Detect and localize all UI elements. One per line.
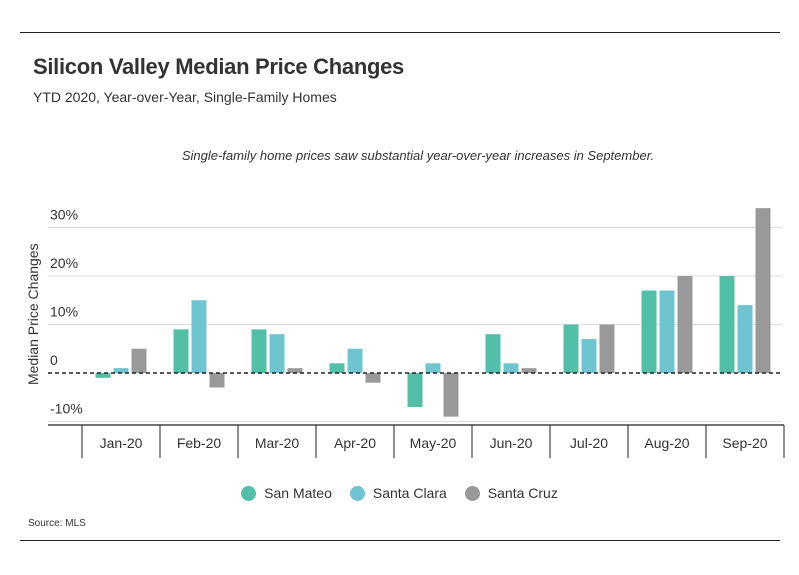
y-tick-label: 0: [50, 352, 58, 368]
x-tick-label: Mar-20: [255, 435, 300, 451]
bar-santa-clara-aug-20: [659, 290, 675, 373]
bar-san-mateo-mar-20: [251, 329, 267, 373]
x-tick-label: May-20: [410, 435, 457, 451]
legend-label-san-mateo: San Mateo: [264, 485, 332, 501]
bar-san-mateo-apr-20: [329, 363, 345, 373]
x-tick-label: Jul-20: [570, 435, 608, 451]
x-tick-label: Jun-20: [490, 435, 533, 451]
bar-san-mateo-jul-20: [563, 324, 579, 373]
bar-santa-clara-feb-20: [191, 300, 207, 373]
bar-santa-clara-apr-20: [347, 348, 363, 373]
bar-san-mateo-jun-20: [485, 334, 501, 373]
bar-santa-clara-mar-20: [269, 334, 285, 373]
x-tick-label: Sep-20: [722, 435, 767, 451]
bar-san-mateo-may-20: [407, 373, 423, 407]
top-rule: [20, 32, 780, 33]
bar-san-mateo-jan-20: [95, 373, 111, 378]
bar-santa-cruz-jul-20: [599, 324, 615, 373]
bar-san-mateo-sep-20: [719, 276, 735, 373]
bar-san-mateo-aug-20: [641, 290, 657, 373]
chart-subtitle: YTD 2020, Year-over-Year, Single-Family …: [33, 89, 337, 105]
bar-santa-cruz-sep-20: [755, 208, 771, 373]
x-tick-label: Apr-20: [334, 435, 376, 451]
legend-item-santa-clara: Santa Clara: [349, 485, 447, 501]
y-tick-label: 30%: [50, 207, 78, 223]
source-note: Source: MLS: [28, 518, 86, 529]
legend-label-santa-cruz: Santa Cruz: [487, 485, 558, 501]
chart-title: Silicon Valley Median Price Changes: [33, 54, 404, 79]
bar-santa-cruz-apr-20: [365, 373, 381, 383]
chart-legend: San Mateo Santa Clara Santa Cruz: [0, 485, 799, 501]
x-tick-label: Aug-20: [644, 435, 689, 451]
x-tick-label: Jan-20: [100, 435, 143, 451]
legend-item-santa-cruz: Santa Cruz: [464, 485, 558, 501]
bar-santa-cruz-aug-20: [677, 276, 693, 373]
y-tick-label: 10%: [50, 304, 78, 320]
legend-item-san-mateo: San Mateo: [241, 485, 332, 501]
y-axis-label: Median Price Changes: [25, 243, 41, 385]
bottom-rule: [20, 540, 780, 541]
legend-label-santa-clara: Santa Clara: [372, 485, 447, 501]
bar-san-mateo-feb-20: [173, 329, 189, 373]
bar-santa-clara-may-20: [425, 363, 441, 373]
bar-santa-cruz-feb-20: [209, 373, 225, 388]
legend-swatch-santa-cruz: [464, 485, 480, 501]
bar-santa-cruz-mar-20: [287, 368, 303, 373]
bar-santa-clara-jul-20: [581, 339, 597, 373]
legend-swatch-santa-clara: [349, 485, 365, 501]
bar-santa-clara-jun-20: [503, 363, 519, 373]
y-tick-label: 20%: [50, 255, 78, 271]
y-tick-label: -10%: [50, 401, 83, 417]
bar-santa-clara-sep-20: [737, 305, 753, 373]
x-tick-label: Feb-20: [177, 435, 222, 451]
legend-swatch-san-mateo: [241, 485, 257, 501]
bar-santa-cruz-jan-20: [131, 348, 147, 373]
bar-santa-cruz-may-20: [443, 373, 459, 417]
bar-santa-cruz-jun-20: [521, 368, 537, 373]
bar-santa-clara-jan-20: [113, 368, 129, 373]
chart-annotation: Single-family home prices saw substantia…: [181, 148, 655, 163]
